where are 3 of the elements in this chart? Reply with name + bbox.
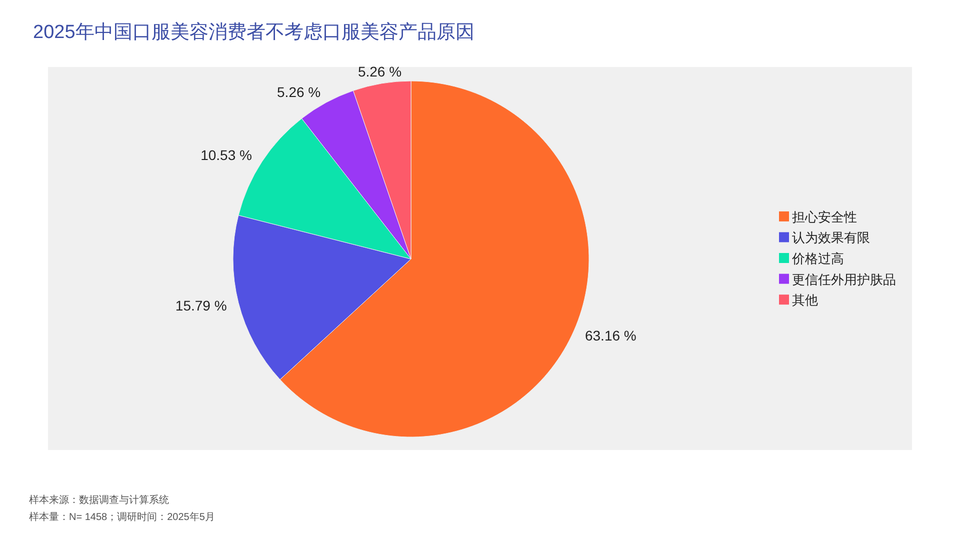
note: 样本来源：数据调查与计算系统 — [29, 495, 169, 506]
title: 2025年中国口服美容消费者不考虑口服美容产品原因 — [33, 22, 474, 43]
note: 样本量：N= 1458；调研时间：2025年5月 — [29, 512, 215, 523]
